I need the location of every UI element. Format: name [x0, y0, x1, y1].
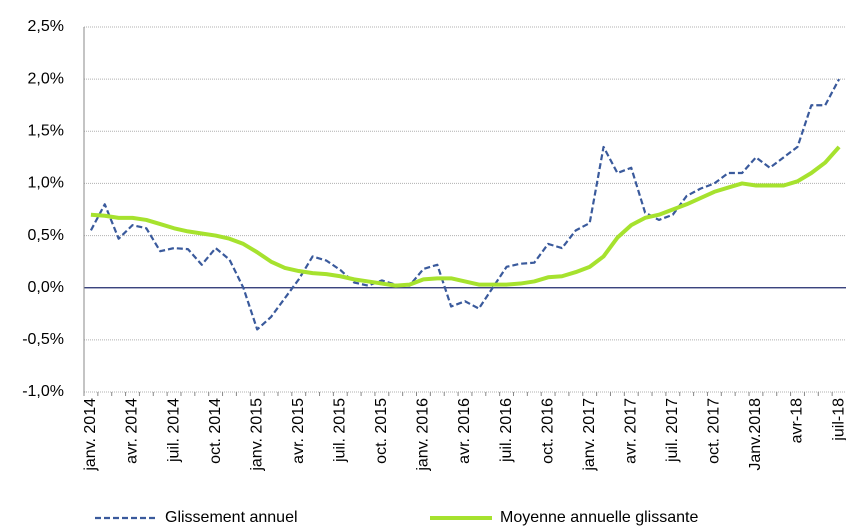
x-tick-label: oct. 2016 [539, 398, 556, 464]
x-tick-label: janv. 2016 [415, 398, 432, 472]
x-tick-label: janv. 2014 [82, 398, 99, 472]
x-tick-label: janv. 2017 [581, 398, 598, 472]
x-tick-label: juil. 2016 [498, 398, 515, 463]
y-tick-label: -0,5% [22, 331, 64, 348]
x-tick-label: avr-18 [789, 398, 806, 443]
x-tick-label: janv. 2015 [248, 398, 265, 472]
y-tick-label: 0,0% [28, 279, 64, 296]
x-tick-label: avr. 2017 [622, 398, 639, 464]
x-tick-label: juil. 2015 [332, 398, 349, 463]
y-tick-label: 0,5% [28, 227, 64, 244]
legend-label: Moyenne annuelle glissante [500, 509, 698, 526]
x-tick-label: avr. 2016 [456, 398, 473, 464]
x-tick-label: oct. 2017 [706, 398, 723, 464]
data-line [90, 145, 841, 288]
y-tick-label: 2,0% [28, 70, 64, 87]
legend-label: Glissement annuel [165, 509, 298, 526]
x-tick-label: Janv.2018 [747, 398, 764, 471]
x-tick-label: juil. 2017 [664, 398, 681, 463]
x-tick-label: oct. 2015 [373, 398, 390, 464]
y-tick-label: 2,5% [28, 18, 64, 35]
y-tick-label: -1,0% [22, 383, 64, 400]
x-tick-label: juil-18 [830, 398, 846, 442]
y-tick-label: 1,0% [28, 175, 64, 192]
y-tick-label: 1,5% [28, 123, 64, 140]
x-tick-label: avr. 2014 [124, 398, 141, 464]
x-tick-label: oct. 2014 [207, 398, 224, 464]
data-line [89, 78, 841, 331]
x-tick-label: avr. 2015 [290, 398, 307, 464]
x-tick-label: juil. 2014 [165, 398, 182, 463]
